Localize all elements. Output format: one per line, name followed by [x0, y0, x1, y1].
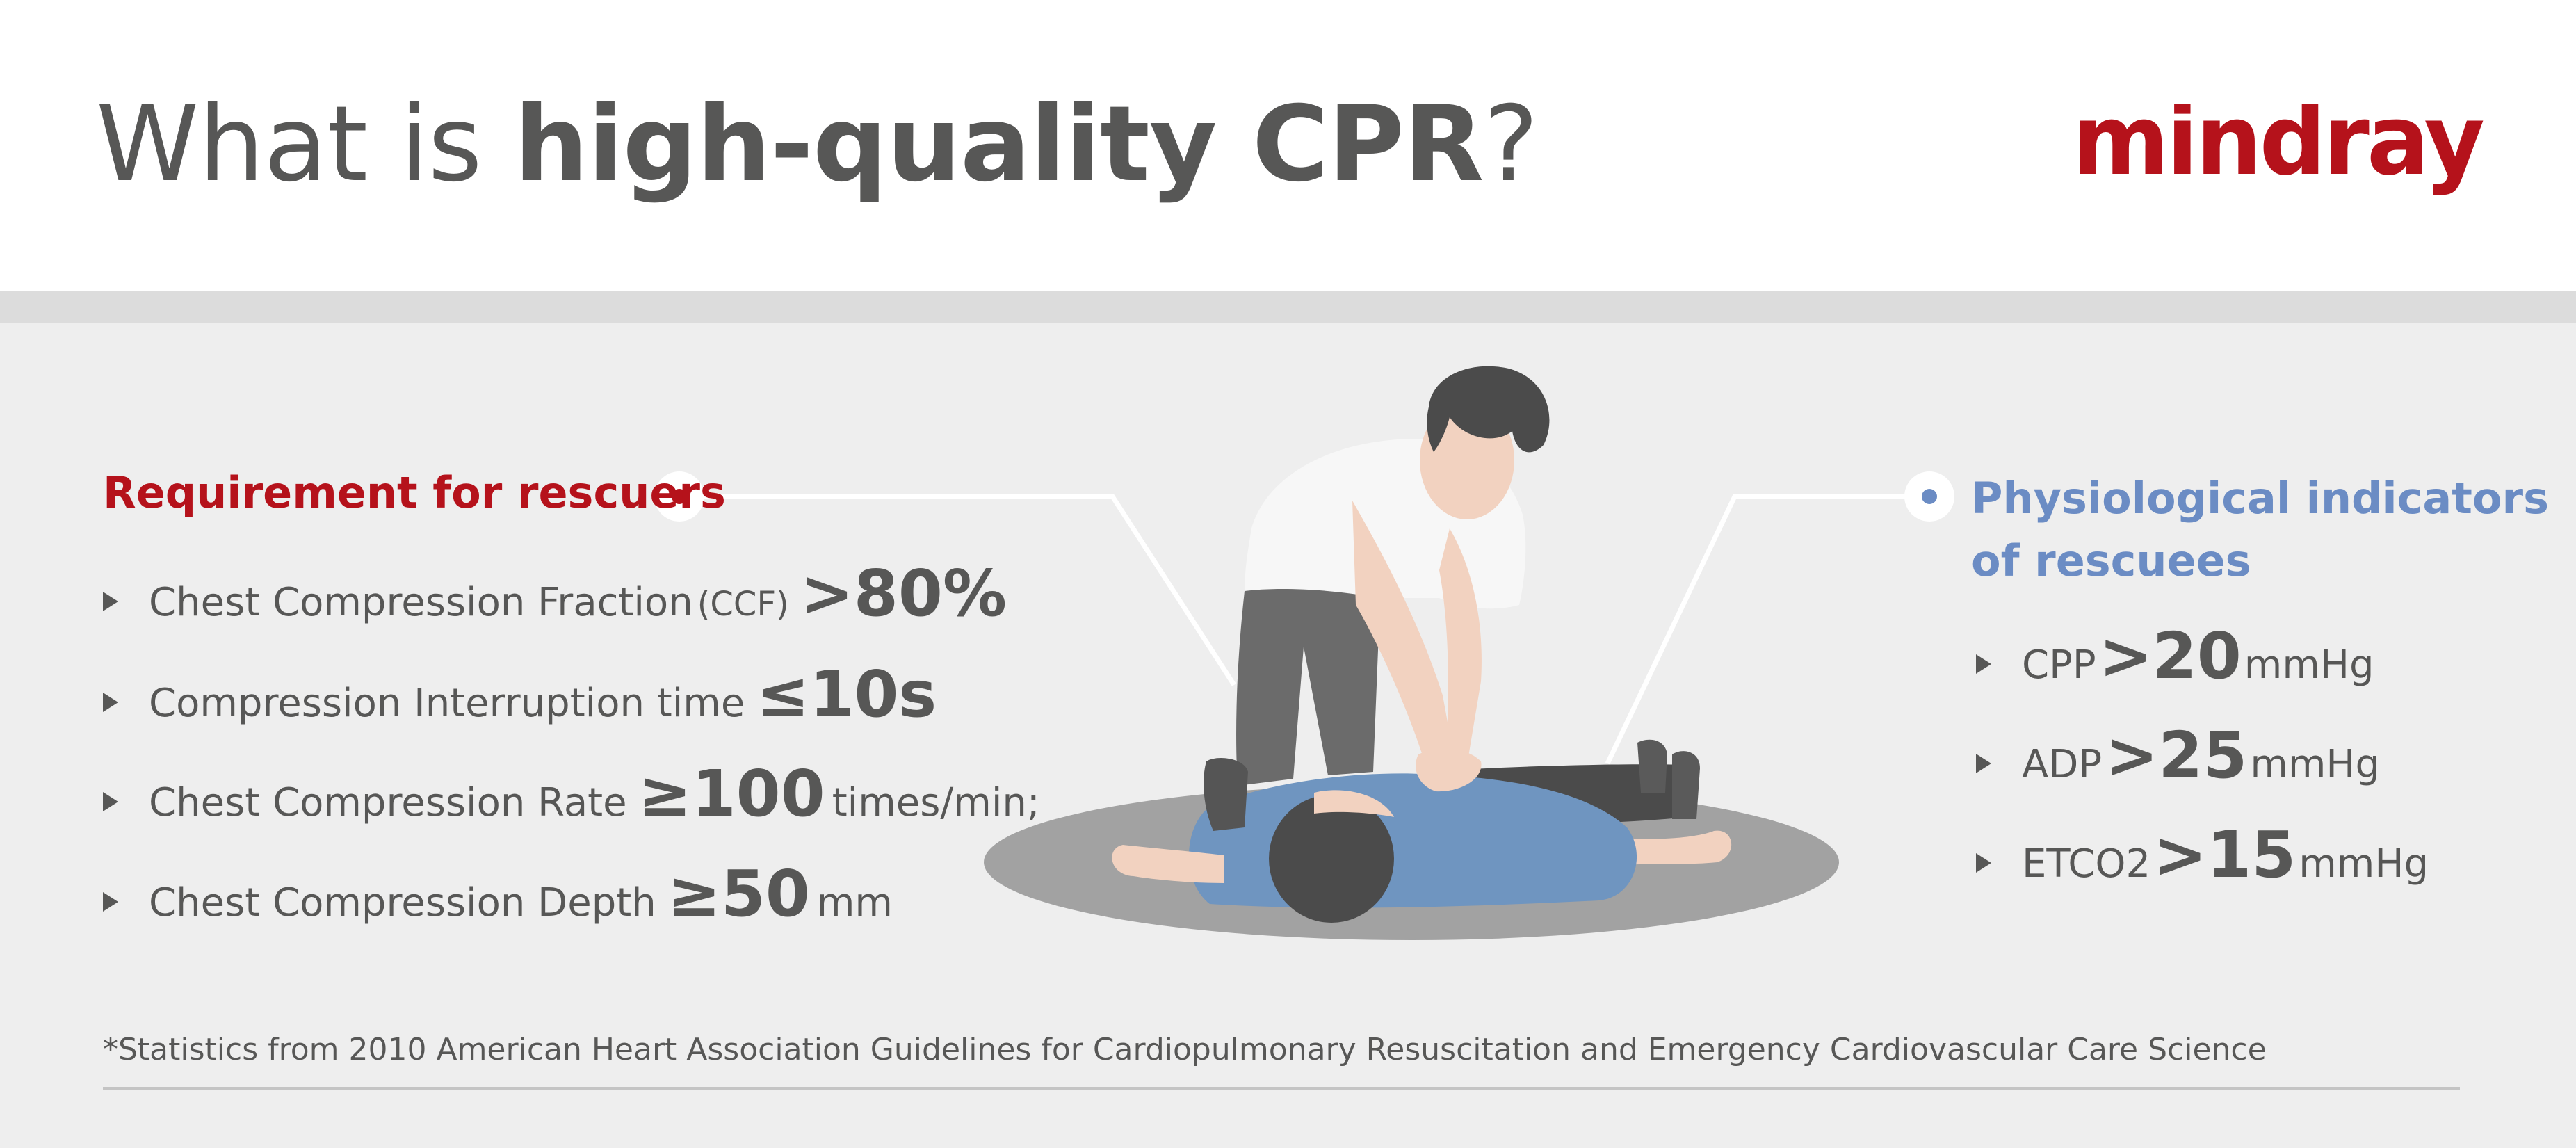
item-unit: mmHg: [2250, 742, 2381, 787]
rescuer-item-rate: Chest Compression Rate ≥100 times/min;: [103, 757, 1040, 831]
connector-line-left: [697, 494, 1236, 686]
rescuer-arms: [1352, 501, 1457, 775]
bullet-triangle-icon: [103, 792, 118, 811]
header-divider-strip: [0, 291, 2576, 323]
item-value: >25: [2105, 718, 2248, 793]
item-label: Chest Compression Fraction: [149, 580, 693, 625]
rescuee-item-etco2: ETCO2 >15 mmHg: [1976, 818, 2429, 892]
bullet-triangle-icon: [1976, 754, 1991, 773]
svg-text:mindray: mindray: [2072, 104, 2484, 197]
rescuer-hair: [1427, 366, 1550, 453]
item-label: Compression Interruption time: [149, 681, 745, 726]
item-unit: mmHg: [2299, 841, 2429, 887]
rescuer-hands: [1416, 748, 1482, 792]
item-unit: mmHg: [2244, 642, 2374, 688]
item-value: ≥50: [667, 857, 810, 931]
item-unit: times/min;: [832, 780, 1040, 825]
rescuer-legs: [1236, 585, 1380, 786]
item-value: ≥100: [638, 757, 825, 831]
mindray-logo: mindray: [2072, 104, 2486, 197]
footer-divider: [103, 1087, 2460, 1090]
source-footnote: *Statistics from 2010 American Heart Ass…: [103, 1032, 2267, 1067]
page-title: What is high-quality CPR?: [96, 84, 1539, 205]
rescuee-item-cpp: CPP >20 mmHg: [1976, 619, 2374, 693]
rescuees-heading: Physiological indicators of rescuees: [1971, 473, 2549, 586]
item-value: >20: [2098, 619, 2242, 693]
victim-head: [1269, 795, 1394, 923]
bullet-triangle-icon: [103, 592, 118, 611]
item-label: Chest Compression Depth: [149, 880, 656, 925]
item-value: >15: [2153, 818, 2296, 892]
item-label: Chest Compression Rate: [149, 780, 627, 825]
bullet-triangle-icon: [103, 693, 118, 712]
rescuer-item-interruption: Compression Interruption time ≤10s: [103, 657, 943, 731]
bullet-triangle-icon: [1976, 654, 1991, 674]
rescuee-item-adp: ADP >25 mmHg: [1976, 718, 2380, 793]
item-label: CPP: [2022, 642, 2096, 688]
connector-line-right: [1605, 494, 1912, 765]
rescuer-item-ccf: Chest Compression Fraction (CCF) >80%: [103, 556, 1014, 631]
item-value: >80%: [800, 556, 1007, 631]
item-label: ADP: [2022, 742, 2103, 787]
bullet-triangle-icon: [1976, 853, 1991, 873]
item-unit: mm: [816, 880, 893, 925]
item-abbrev: (CCF): [697, 585, 789, 624]
item-value: ≤10s: [756, 657, 937, 731]
rescuers-heading: Requirement for rescuers: [103, 467, 726, 518]
header-banner: What is high-quality CPR? mindray: [0, 0, 2576, 291]
rescuer-item-depth: Chest Compression Depth ≥50 mm: [103, 857, 893, 931]
bullet-triangle-icon: [103, 892, 118, 912]
item-label: ETCO2: [2022, 841, 2151, 887]
